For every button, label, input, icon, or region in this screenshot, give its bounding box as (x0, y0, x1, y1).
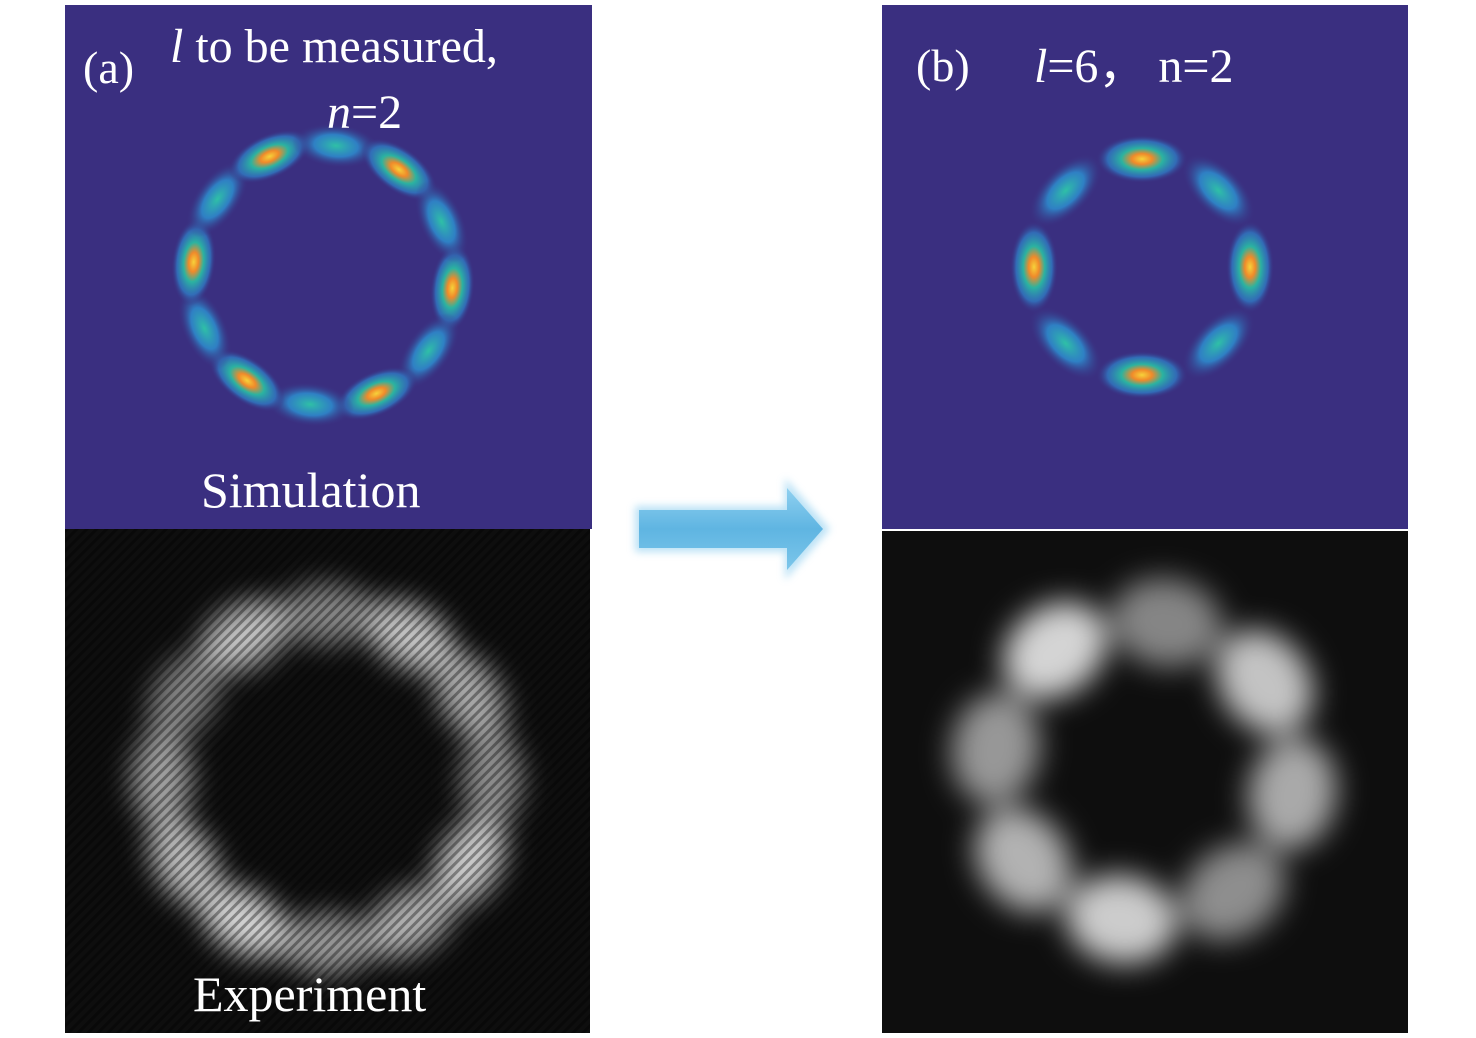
bright-spot (1065, 875, 1178, 964)
panel-a-title-line1: l to be measured, (170, 23, 498, 71)
panel-b-title-rest: =6， n=2 (1047, 40, 1234, 93)
intensity-petal (177, 287, 232, 370)
bright-spot (1110, 578, 1223, 667)
intensity-petal (1226, 221, 1274, 313)
right-arrow-icon (635, 478, 830, 580)
panel-a-simulation: (a) l to be measured, n=2 Simulation (65, 5, 592, 529)
intensity-petal (1181, 153, 1256, 228)
panel-b-simulation: (b) l=6， n=2 (882, 5, 1408, 529)
intensity-petal (1096, 351, 1188, 399)
intensity-petal (228, 129, 311, 184)
panel-b-label: (b) (916, 40, 970, 91)
panel-a-sim-pattern (171, 123, 475, 427)
intensity-petal (397, 312, 460, 389)
intensity-petal (360, 138, 437, 201)
bright-spot (1248, 737, 1337, 850)
panel-a-title-n-value: =2 (351, 86, 403, 139)
bright-spot (951, 692, 1040, 805)
intensity-petal (209, 349, 286, 412)
intensity-petal (1010, 221, 1058, 313)
intensity-petal (335, 366, 418, 421)
panel-a-title-l: l (170, 20, 184, 73)
panel-a-exp-pattern (65, 529, 590, 1033)
intensity-petal (171, 218, 216, 306)
panel-a-exp-caption: Experiment (193, 966, 427, 1022)
intensity-petal (1181, 306, 1256, 381)
bright-spot (1216, 629, 1314, 735)
intensity-petal (186, 161, 249, 238)
panel-b-experiment (882, 531, 1408, 1033)
panel-a-experiment: Experiment (65, 529, 590, 1033)
panel-b-title-l: l (1034, 40, 1048, 93)
intensity-petal (414, 180, 469, 263)
intensity-petal (1096, 135, 1188, 183)
panel-b-sim-pattern (1010, 135, 1274, 399)
bright-spot (1180, 843, 1286, 941)
panel-a-sim-caption: Simulation (201, 462, 421, 518)
intensity-petal (266, 382, 354, 427)
panel-a-label: (a) (83, 42, 135, 93)
bright-spot (974, 807, 1072, 913)
intensity-petal (1028, 306, 1103, 381)
intensity-petal (292, 123, 380, 168)
panel-b-title: l=6， n=2 (1034, 43, 1234, 91)
panel-a-title-line2: n=2 (327, 89, 402, 137)
panel-a-title-n: n (327, 86, 351, 139)
panel-b-exp-spots (951, 578, 1337, 964)
panel-b-exp-pattern (951, 578, 1337, 964)
panel-b-petal-ring (1010, 135, 1274, 399)
panel-a-title-rest: to be measured, (183, 20, 498, 73)
bright-spot (1002, 601, 1108, 699)
intensity-petal (1028, 153, 1103, 228)
panel-a-petal-ring (171, 123, 475, 427)
intensity-petal (430, 244, 475, 332)
